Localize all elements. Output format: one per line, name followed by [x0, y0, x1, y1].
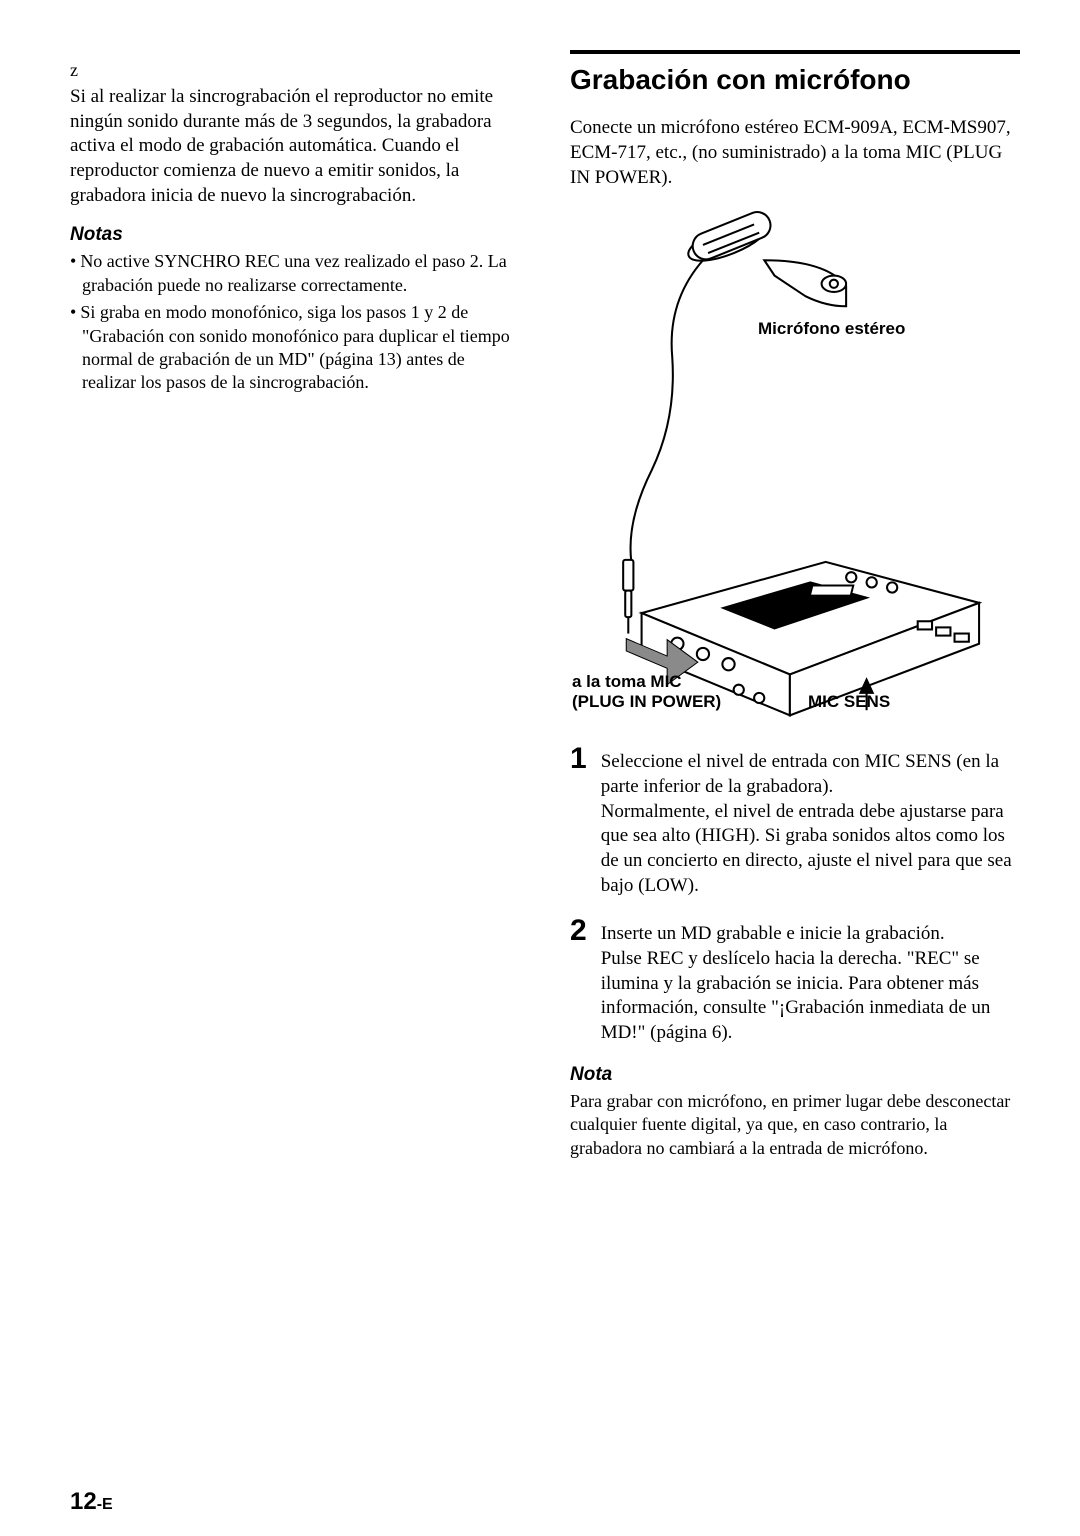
left-column: z Si al realizar la sincrograbación el r…: [70, 50, 520, 1160]
step-text: Seleccione el nivel de entrada con MIC S…: [601, 744, 1020, 898]
label-mic-sens: MIC SENS: [808, 692, 890, 712]
tip-marker: z: [70, 60, 520, 81]
nota-heading: Nota: [570, 1064, 1020, 1086]
note-item: No active SYNCHRO REC una vez realizado …: [70, 250, 520, 297]
nota-text: Para grabar con micrófono, en primer lug…: [570, 1090, 1020, 1160]
step-number: 2: [570, 916, 587, 946]
steps-list: 1 Seleccione el nivel de entrada con MIC…: [570, 744, 1020, 1046]
sync-rec-paragraph: Si al realizar la sincrograbación el rep…: [70, 85, 520, 208]
page-number: 12-E: [70, 1488, 113, 1516]
intro-paragraph: Conecte un micrófono estéreo ECM-909A, E…: [570, 116, 1020, 190]
page-number-suffix: -E: [97, 1496, 113, 1513]
notes-heading: Notas: [70, 224, 520, 246]
section-rule: [570, 50, 1020, 54]
step-item: 1 Seleccione el nivel de entrada con MIC…: [570, 744, 1020, 898]
label-mic-jack-line2: (PLUG IN POWER): [572, 692, 721, 712]
step-item: 2 Inserte un MD grabable e inicie la gra…: [570, 916, 1020, 1045]
notes-list: No active SYNCHRO REC una vez realizado …: [70, 250, 520, 394]
page-number-value: 12: [70, 1488, 97, 1515]
label-mic-stereo: Micrófono estéreo: [758, 319, 905, 339]
label-mic-jack-line1: a la toma MIC: [572, 672, 682, 692]
step-number: 1: [570, 744, 587, 774]
note-item: Si graba en modo monofónico, siga los pa…: [70, 301, 520, 395]
mic-diagram-svg: [570, 204, 1020, 736]
right-column: Grabación con micrófono Conecte un micró…: [570, 50, 1020, 1160]
section-title: Grabación con micrófono: [570, 64, 1020, 96]
mic-diagram: Micrófono estéreo a la toma MIC (PLUG IN…: [570, 204, 1020, 724]
step-text: Inserte un MD grabable e inicie la graba…: [601, 916, 1020, 1045]
page-content: z Si al realizar la sincrograbación el r…: [0, 0, 1080, 1160]
